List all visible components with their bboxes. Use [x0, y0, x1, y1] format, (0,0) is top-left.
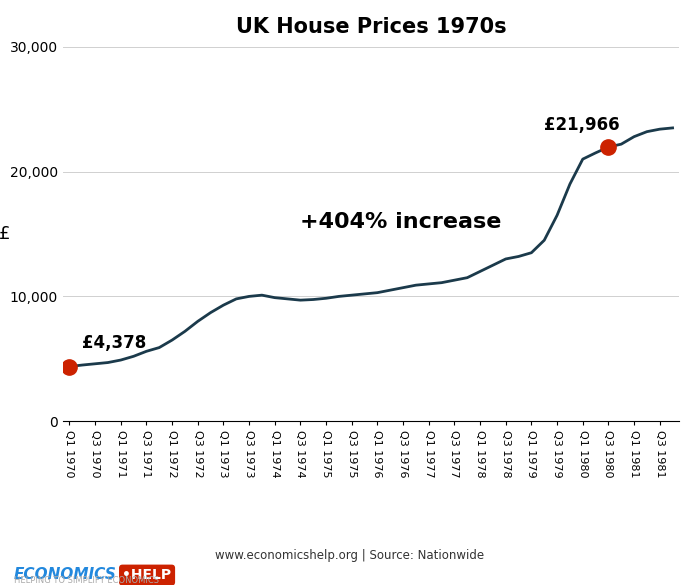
Y-axis label: £: £	[0, 225, 10, 243]
Text: ECONOMICS: ECONOMICS	[14, 567, 117, 582]
Text: HELPING TO SIMPLIFY ECONOMICS: HELPING TO SIMPLIFY ECONOMICS	[14, 576, 159, 585]
Text: £21,966: £21,966	[545, 116, 620, 133]
Text: •HELP: •HELP	[122, 568, 172, 582]
Text: +404% increase: +404% increase	[300, 212, 502, 232]
Text: www.economicshelp.org | Source: Nationwide: www.economicshelp.org | Source: Nationwi…	[216, 549, 484, 562]
Text: £4,378: £4,378	[83, 334, 146, 352]
Title: UK House Prices 1970s: UK House Prices 1970s	[236, 17, 506, 37]
